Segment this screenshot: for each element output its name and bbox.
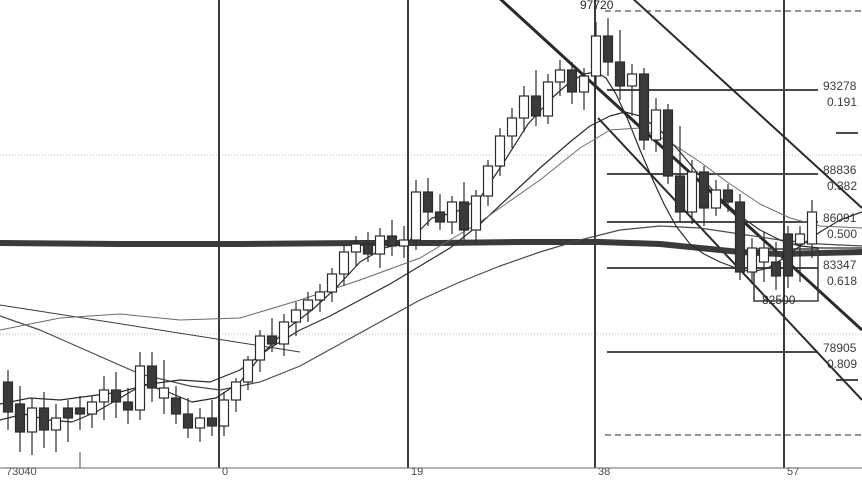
candle-body-up[interactable] (194, 417, 206, 429)
candle-body-down[interactable] (422, 191, 434, 213)
ma-mid-line (0, 111, 862, 405)
candle-body-up[interactable] (50, 417, 62, 431)
candle-body-down[interactable] (74, 407, 86, 415)
candle-body-up[interactable] (506, 117, 518, 137)
candle-body-up[interactable] (374, 235, 386, 255)
candle-body-up[interactable] (314, 291, 326, 301)
candle-body-up[interactable] (290, 309, 302, 323)
candle-body-up[interactable] (494, 135, 506, 167)
candle-body-down[interactable] (266, 335, 278, 345)
candle-body-up[interactable] (650, 109, 662, 141)
candle-body-down[interactable] (122, 401, 134, 411)
candle-body-down[interactable] (722, 189, 734, 203)
candle-body-down[interactable] (734, 201, 746, 273)
candle-body-up[interactable] (218, 399, 230, 427)
box-price-label: 82500 (762, 293, 796, 307)
candle-body-up[interactable] (410, 191, 422, 241)
candle-body-up[interactable] (158, 387, 170, 399)
candle-body-down[interactable] (206, 417, 218, 427)
candle-body-up[interactable] (482, 165, 494, 197)
candle-body-up[interactable] (806, 211, 818, 245)
candle-body-up[interactable] (134, 365, 146, 411)
x-tick-label-57: 57 (787, 466, 800, 478)
candle-body-down[interactable] (770, 261, 782, 277)
ma-slow-line (0, 225, 862, 391)
candle-body-up[interactable] (98, 389, 110, 403)
fib-price-0500: 86091 (823, 211, 857, 225)
candle-body-up[interactable] (302, 299, 314, 311)
fib-price-0618: 83347 (823, 258, 857, 272)
candle-body-down[interactable] (110, 389, 122, 403)
candle-body-up[interactable] (578, 75, 590, 93)
candle-body-up[interactable] (278, 321, 290, 345)
candle-body-down[interactable] (602, 35, 614, 63)
candle-body-up[interactable] (542, 81, 554, 117)
candle-body-down[interactable] (170, 397, 182, 415)
candle-body-up[interactable] (326, 273, 338, 293)
candle-body-down[interactable] (458, 201, 470, 231)
fibonacci-levels[interactable] (607, 89, 858, 381)
candle-body-up[interactable] (470, 195, 482, 231)
moving-averages (0, 71, 862, 423)
fib-ratio-0809: 0.809 (827, 357, 858, 371)
candle-body-down[interactable] (434, 211, 446, 223)
x-tick-label-38: 38 (598, 466, 611, 478)
candle-body-up[interactable] (794, 233, 806, 245)
candle-body-up[interactable] (518, 95, 530, 119)
candle-body-up[interactable] (338, 251, 350, 275)
fib-price-0809: 78905 (823, 341, 857, 355)
candle-body-up[interactable] (350, 243, 362, 253)
x-tick-label-19: 19 (411, 466, 424, 478)
candle-body-up[interactable] (710, 189, 722, 209)
fib-ratio-0382: 0.382 (827, 179, 858, 193)
y-axis-bottom-label: 73040 (6, 466, 37, 478)
ma-long-line (0, 239, 862, 257)
candle-body-up[interactable] (26, 407, 38, 433)
x-axis (0, 452, 862, 469)
candle-body-down[interactable] (182, 413, 194, 429)
candle-body-down[interactable] (362, 243, 374, 255)
fib-ratio-0500: 0.500 (827, 227, 858, 241)
candle-body-down[interactable] (62, 407, 74, 419)
candle-body-down[interactable] (662, 109, 674, 177)
candle-body-up[interactable] (242, 359, 254, 383)
candle-body-down[interactable] (386, 235, 398, 247)
candle-body-up[interactable] (626, 73, 638, 87)
candlestick-series[interactable] (2, 18, 818, 455)
x-tick-label-0: 0 (222, 466, 229, 478)
candle-body-down[interactable] (146, 365, 158, 389)
candle-body-down[interactable] (782, 233, 794, 277)
candle-body-down[interactable] (530, 95, 542, 117)
candle-body-down[interactable] (674, 175, 686, 213)
candle-body-up[interactable] (554, 69, 566, 83)
vertical-gridlines (218, 0, 785, 468)
candle-body-up[interactable] (758, 247, 770, 263)
ma-upper-right-line (0, 127, 862, 331)
fib-price-0382: 88836 (823, 163, 857, 177)
candle-body-up[interactable] (86, 401, 98, 415)
trendline-support (0, 304, 301, 353)
candle-body-down[interactable] (614, 61, 626, 87)
candle-body-down[interactable] (638, 73, 650, 141)
fib-ratio-0191: 0.191 (827, 95, 858, 109)
fib-ratio-0618: 0.618 (827, 274, 858, 288)
candle-body-up[interactable] (446, 201, 458, 223)
fib-price-0191: 93278 (823, 79, 857, 93)
candle-body-down[interactable] (38, 407, 50, 431)
candle-body-up[interactable] (746, 247, 758, 273)
candle-body-down[interactable] (698, 171, 710, 209)
candle-body-down[interactable] (14, 403, 26, 433)
trendline-parallel (632, 0, 862, 209)
candle-body-down[interactable] (2, 381, 14, 413)
peak-price-label: 97720 (580, 0, 614, 12)
trendline-lower (597, 117, 862, 401)
candle-body-down[interactable] (566, 69, 578, 93)
candle-body-up[interactable] (686, 171, 698, 213)
candle-body-up[interactable] (590, 35, 602, 77)
candle-body-up[interactable] (230, 381, 242, 401)
candle-body-up[interactable] (254, 335, 266, 361)
candle-body-up[interactable] (398, 239, 410, 247)
